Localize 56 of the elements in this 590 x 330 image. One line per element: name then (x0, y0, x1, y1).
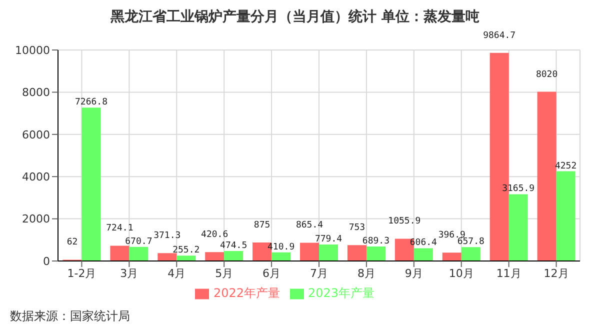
y-tick-label: 8000 (22, 86, 50, 100)
data-label: 753 (348, 223, 366, 234)
bar (300, 242, 320, 261)
data-label: 62 (66, 238, 78, 248)
bar (110, 246, 130, 261)
data-label: 724.1 (106, 224, 134, 234)
x-tick-label: 12月 (544, 266, 569, 280)
x-tick-label: 9月 (404, 266, 423, 280)
bar (442, 252, 462, 261)
legend-label: 2023年产量 (308, 286, 375, 300)
y-tick-label: 0 (43, 254, 50, 268)
bar (129, 246, 148, 261)
source-note: 数据来源：国家统计局 (10, 308, 130, 325)
y-tick-label: 6000 (22, 128, 50, 142)
data-label: 689.3 (362, 236, 390, 246)
bar (366, 246, 386, 261)
data-label: 255.2 (172, 246, 200, 256)
data-label: 474.5 (220, 240, 248, 251)
bar (347, 245, 366, 261)
bar (508, 194, 528, 261)
bar (224, 250, 244, 261)
x-tick-label: 10月 (448, 266, 474, 280)
data-label: 7266.8 (74, 98, 108, 108)
bar (461, 247, 480, 261)
x-tick-label: 8月 (357, 266, 376, 280)
x-tick-label: 6月 (262, 266, 281, 280)
x-tick-label: 1-2月 (67, 266, 96, 280)
bar (82, 108, 101, 261)
x-tick-label: 5月 (215, 266, 234, 280)
data-label: 875 (254, 220, 270, 231)
bar (176, 256, 196, 261)
bar (556, 171, 576, 261)
x-tick-label: 11月 (496, 266, 522, 280)
bar (537, 92, 556, 261)
bar (319, 244, 338, 261)
data-label: 779.4 (314, 234, 342, 245)
data-label: 420.6 (201, 230, 228, 240)
chart-title: 黑龙江省工业锅炉产量分月（当月值）统计 单位：蒸发量吨 (110, 8, 480, 26)
y-tick-label: 10000 (15, 44, 50, 57)
x-tick-label: 7月 (310, 266, 328, 280)
data-label: 371.3 (154, 231, 181, 242)
y-tick-label: 2000 (22, 212, 50, 226)
data-label: 865.4 (296, 220, 324, 231)
bar (158, 253, 177, 261)
bar (205, 252, 224, 261)
x-tick-label: 4月 (168, 266, 186, 280)
x-tick-label: 3月 (120, 266, 138, 280)
bar (414, 248, 433, 261)
legend-label: 2022年产量 (213, 286, 280, 300)
data-label: 657.8 (457, 237, 484, 248)
y-tick-label: 4000 (22, 170, 50, 184)
data-label: 1055.9 (388, 216, 421, 227)
data-label: 8020 (536, 70, 558, 80)
data-label: 9864.7 (483, 30, 516, 41)
data-label: 670.7 (125, 236, 152, 247)
bar (272, 252, 291, 261)
